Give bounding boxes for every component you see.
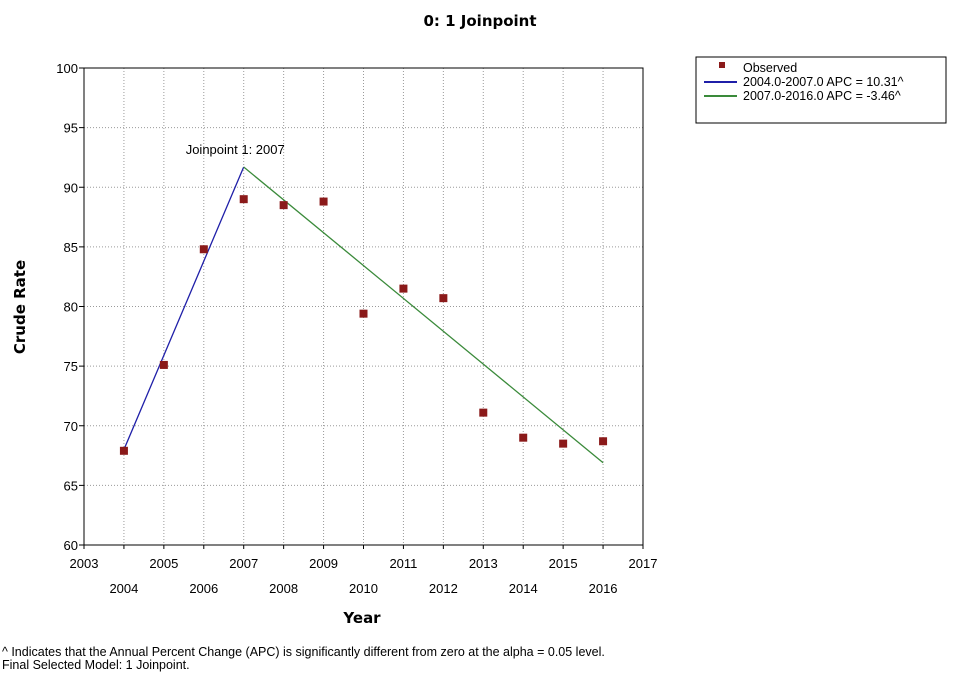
x-tick-label: 2015 xyxy=(549,556,578,571)
grid-lines xyxy=(83,67,644,546)
x-tick-label: 2005 xyxy=(149,556,178,571)
chart-title: 0: 1 Joinpoint xyxy=(423,12,536,30)
y-tick-label: 95 xyxy=(64,121,78,136)
x-tick-label: 2011 xyxy=(389,556,417,571)
legend-box xyxy=(695,56,947,124)
x-tick-label: 2017 xyxy=(629,556,658,571)
legend-label: 2007.0-2016.0 APC = -3.46^ xyxy=(743,89,901,103)
footnote-final-model: Final Selected Model: 1 Joinpoint. xyxy=(2,658,190,672)
x-tick-label: 2004 xyxy=(109,581,138,596)
x-tick-label: 2010 xyxy=(349,581,378,596)
y-tick-label: 90 xyxy=(64,180,78,195)
trend-segment-line-1 xyxy=(123,166,245,450)
observed-point xyxy=(279,201,288,210)
observed-point xyxy=(519,433,528,442)
x-tick-label: 2016 xyxy=(589,581,618,596)
x-tick-label: 2009 xyxy=(309,556,338,571)
observed-point xyxy=(599,437,608,446)
observed-point xyxy=(479,408,488,417)
observed-point xyxy=(399,284,408,293)
x-tick-label: 2006 xyxy=(189,581,218,596)
x-tick-label: 2003 xyxy=(70,556,99,571)
observed-point xyxy=(239,195,248,204)
x-tick-label: 2008 xyxy=(269,581,298,596)
trend-segment-line-2 xyxy=(243,166,604,464)
observed-points xyxy=(119,195,608,455)
observed-point xyxy=(319,197,328,206)
x-axis: 2003 2005 2007 2009 2011 2013 2015 2017 2004 2006… xyxy=(70,545,658,596)
x-tick-label: 2014 xyxy=(509,581,538,596)
y-tick-label: 85 xyxy=(64,240,78,255)
legend-label: Observed xyxy=(743,61,797,75)
y-tick-label: 60 xyxy=(64,538,78,553)
y-axis-title: Crude Rate xyxy=(11,260,29,354)
trend-lines xyxy=(123,166,604,464)
observed-point xyxy=(119,446,128,455)
observed-point xyxy=(559,439,568,448)
annotations: Joinpoint 1: 2007 xyxy=(186,142,285,157)
observed-point xyxy=(159,360,168,369)
x-axis-title: Year xyxy=(342,609,381,627)
y-tick-label: 65 xyxy=(64,478,78,493)
y-tick-label: 75 xyxy=(64,359,78,374)
x-tick-label: 2012 xyxy=(429,581,458,596)
footnote-significance: ^ Indicates that the Annual Percent Chan… xyxy=(2,645,605,659)
joinpoint-annotation: Joinpoint 1: 2007 xyxy=(186,142,285,157)
observed-point xyxy=(359,309,368,318)
x-tick-label: 2013 xyxy=(469,556,498,571)
y-tick-label: 100 xyxy=(56,61,78,76)
legend-swatch-observed xyxy=(719,62,725,68)
observed-point xyxy=(439,294,448,303)
y-tick-label: 70 xyxy=(64,419,78,434)
observed-point xyxy=(199,245,208,254)
y-axis: 60 65 70 75 80 85 90 95 100 xyxy=(56,61,84,553)
x-tick-label: 2007 xyxy=(229,556,258,571)
y-tick-label: 80 xyxy=(64,300,78,315)
legend-label: 2004.0-2007.0 APC = 10.31^ xyxy=(743,75,904,89)
